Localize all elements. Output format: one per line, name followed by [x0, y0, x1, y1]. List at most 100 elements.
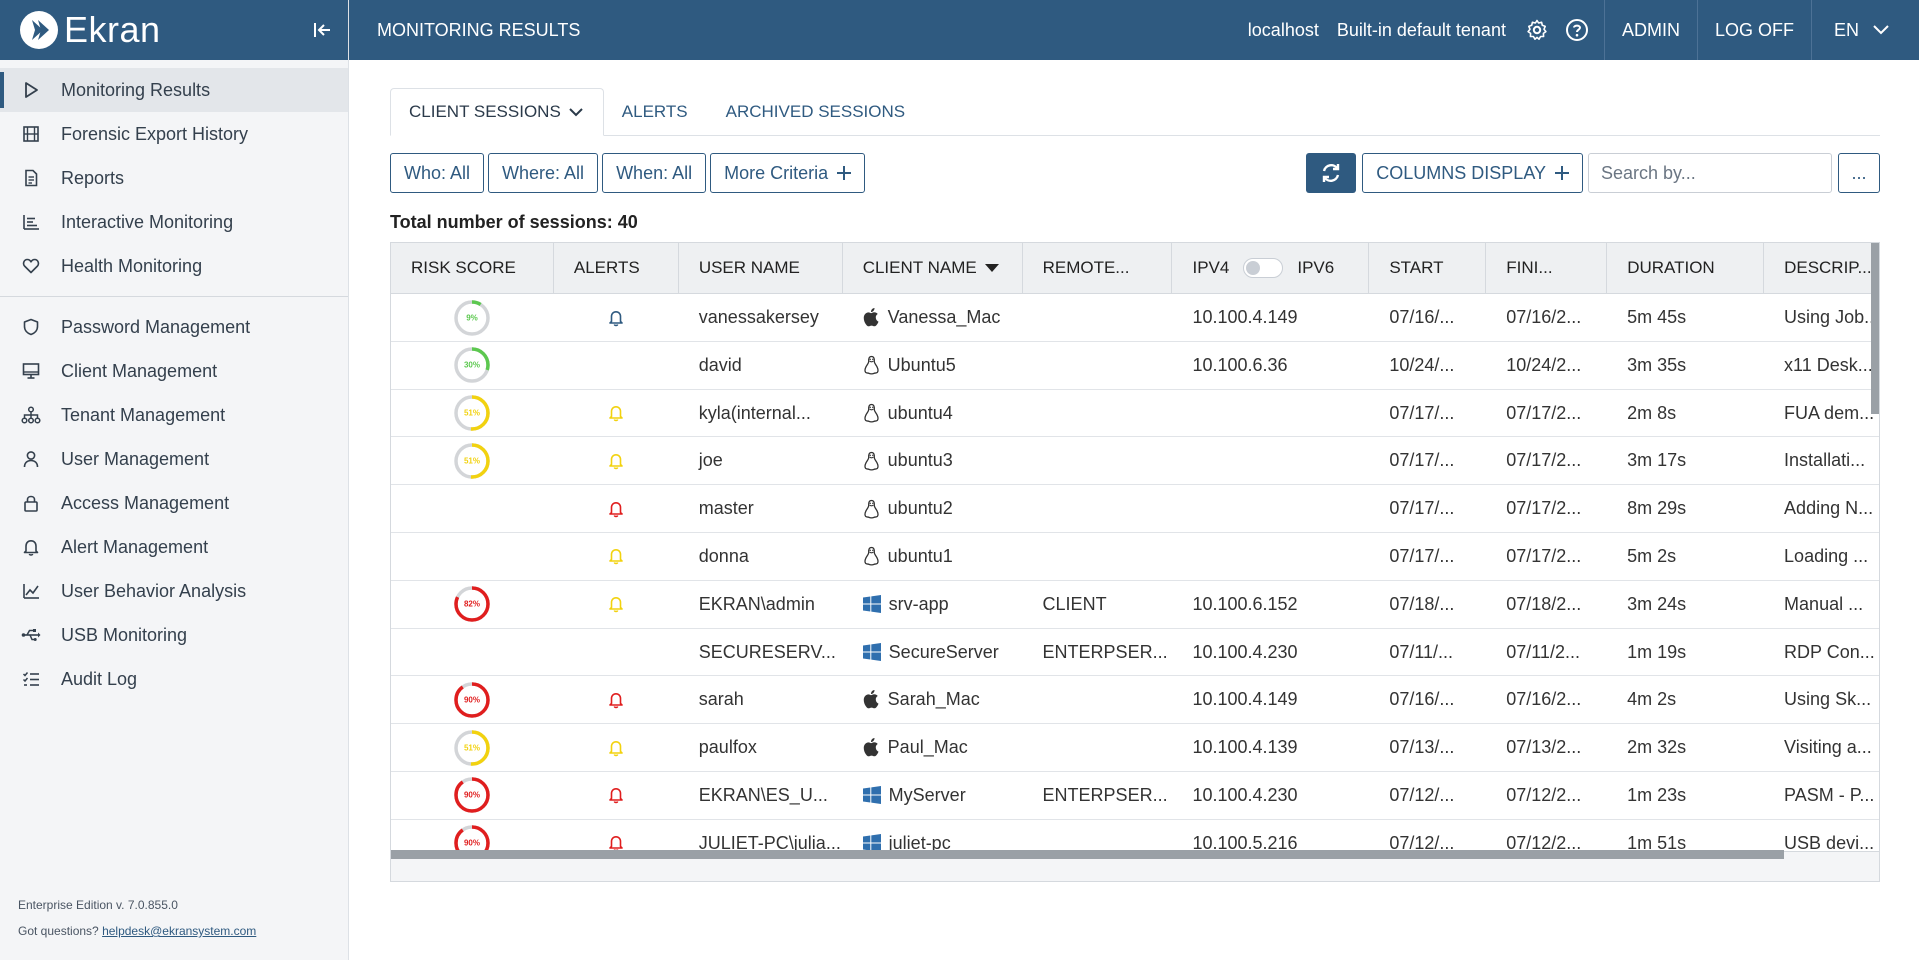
refresh-button[interactable]	[1306, 153, 1357, 193]
when-filter-button[interactable]: When: All	[602, 153, 707, 193]
sidebar-item-client-management[interactable]: Client Management	[0, 349, 348, 393]
remote-cell	[1023, 437, 1173, 484]
sidebar-item-interactive-monitoring[interactable]: Interactive Monitoring	[0, 200, 348, 244]
bell-icon[interactable]	[608, 691, 624, 709]
usb-icon	[20, 624, 42, 646]
col-user-name[interactable]: USER NAME	[679, 243, 843, 293]
table-row[interactable]: donna ubuntu1 07/17/... 07/17/2... 5m 2s Load…	[391, 532, 1879, 581]
risk-score-gauge: 90%	[453, 776, 491, 814]
bell-icon[interactable]	[608, 786, 624, 804]
bell-icon[interactable]	[608, 404, 624, 422]
ip-version-toggle[interactable]	[1243, 258, 1284, 278]
sidebar-item-label: Client Management	[61, 360, 218, 381]
table-row[interactable]: 51% kyla(internal... ubuntu4 07/17/... 07/1…	[391, 389, 1879, 438]
bell-icon[interactable]	[608, 739, 624, 757]
finish-cell: 07/12/2...	[1506, 784, 1582, 805]
duration-cell: 1m 23s	[1627, 784, 1687, 805]
table-row[interactable]: 51% joe ubuntu3 07/17/... 07/17/2... 3m 17s I…	[391, 437, 1879, 486]
table-row[interactable]: 51% paulfox Paul_Mac 10.100.4.139 07/13/...…	[391, 724, 1879, 772]
client-name-cell: MyServer	[843, 772, 1023, 819]
who-filter-button[interactable]: Who: All	[390, 153, 485, 193]
user-name-cell: master	[698, 498, 754, 519]
col-start[interactable]: START	[1369, 243, 1487, 293]
table-row[interactable]: master ubuntu2 07/17/... 07/17/2... 8m 29s Ad…	[391, 485, 1879, 533]
sidebar-item-label: Tenant Management	[61, 404, 226, 425]
helpdesk-email-link[interactable]: helpdesk@ekransystem.com	[102, 924, 257, 938]
sidebar-item-access-management[interactable]: Access Management	[0, 481, 348, 525]
ipv4-label: IPV4	[1192, 258, 1230, 277]
bell-icon[interactable]	[608, 500, 624, 518]
bell-icon[interactable]	[608, 595, 624, 613]
more-actions-button[interactable]: ...	[1838, 153, 1880, 193]
sidebar-item-monitoring-results[interactable]: Monitoring Results	[0, 68, 348, 112]
grid-body: 9% vanessakersey Vanessa_Mac 10.100.4.149 0…	[391, 294, 1879, 868]
log-off-button[interactable]: LOG OFF	[1714, 19, 1794, 40]
table-row[interactable]: 9% vanessakersey Vanessa_Mac 10.100.4.149 0…	[391, 294, 1879, 342]
sidebar-item-user-management[interactable]: User Management	[0, 437, 348, 481]
tab-client-sessions[interactable]: CLIENT SESSIONS	[390, 88, 604, 136]
client-name-text: Ubuntu5	[887, 354, 956, 375]
ekran-logo-icon	[20, 11, 58, 49]
collapse-sidebar-icon[interactable]	[310, 18, 334, 42]
remote-cell	[1023, 533, 1173, 580]
finish-cell: 07/16/2...	[1506, 307, 1582, 327]
start-cell: 07/12/...	[1389, 784, 1455, 805]
gear-icon[interactable]	[1524, 17, 1550, 43]
user-name-cell: donna	[698, 545, 749, 566]
table-row[interactable]: 30% david Ubuntu5 10.100.6.36 10/24/... 10/2…	[391, 341, 1879, 390]
bell-icon[interactable]	[608, 547, 624, 565]
sidebar-item-forensic-export-history[interactable]: Forensic Export History	[0, 112, 348, 156]
table-row[interactable]: 82% EKRAN\admin srv-app CLIENT 10.100.6.152…	[391, 580, 1879, 629]
sidebar-item-audit-log[interactable]: Audit Log	[0, 657, 348, 701]
col-risk-score[interactable]: RISK SCORE	[391, 243, 554, 293]
col-finish[interactable]: FINI...	[1486, 243, 1608, 293]
where-filter-button[interactable]: Where: All	[488, 153, 599, 193]
more-criteria-button[interactable]: More Criteria	[710, 153, 866, 193]
ip-cell: 10.100.4.230	[1192, 784, 1298, 805]
alerts-cell	[554, 294, 679, 341]
sidebar-item-user-behavior-analysis[interactable]: User Behavior Analysis	[0, 569, 348, 613]
table-row[interactable]: SECURESERV... SecureServer ENTERPSER... 10.…	[391, 628, 1879, 677]
table-row[interactable]: 90% EKRAN\ES_U... MyServer ENTERPSER... 10.…	[391, 771, 1879, 820]
sidebar-item-label: User Management	[61, 448, 210, 469]
start-cell: 10/24/...	[1389, 354, 1455, 375]
vertical-scrollbar[interactable]	[1871, 243, 1879, 414]
risk-score-gauge: 51%	[453, 442, 491, 480]
remote-cell: CLIENT	[1042, 593, 1107, 614]
duration-cell: 2m 32s	[1627, 737, 1687, 758]
tab-alerts[interactable]: ALERTS	[621, 101, 688, 121]
col-remote[interactable]: REMOTE...	[1023, 243, 1173, 293]
bell-icon	[20, 536, 42, 558]
svg-text:51%: 51%	[464, 409, 480, 418]
search-input[interactable]	[1601, 162, 1833, 184]
sidebar-item-password-management[interactable]: Password Management	[0, 305, 348, 349]
col-description[interactable]: DESCRIP...	[1784, 258, 1872, 277]
col-alerts[interactable]: ALERTS	[554, 243, 679, 293]
sidebar-item-tenant-management[interactable]: Tenant Management	[0, 393, 348, 437]
admin-button[interactable]: ADMIN	[1621, 19, 1680, 40]
finish-cell: 07/17/2...	[1506, 498, 1582, 519]
help-icon[interactable]	[1564, 17, 1590, 43]
checklist-icon	[20, 668, 42, 690]
tenant-name[interactable]: Built-in default tenant	[1336, 19, 1506, 40]
sidebar-item-usb-monitoring[interactable]: USB Monitoring	[0, 613, 348, 657]
bell-icon[interactable]	[608, 309, 624, 327]
sidebar-item-reports[interactable]: Reports	[0, 156, 348, 200]
finish-cell: 07/17/2...	[1506, 545, 1582, 566]
start-cell: 07/11/...	[1389, 641, 1454, 662]
horizontal-scrollbar[interactable]	[391, 850, 1784, 859]
lock-icon	[20, 492, 42, 514]
col-ip[interactable]: IPV4 IPV6	[1172, 243, 1370, 293]
tab-archived-sessions[interactable]: ARCHIVED SESSIONS	[725, 101, 906, 121]
sidebar-item-health-monitoring[interactable]: Health Monitoring	[0, 244, 348, 288]
language-select[interactable]: EN	[1812, 0, 1919, 60]
risk-score-cell: 90%	[391, 772, 554, 819]
col-client-name[interactable]: CLIENT NAME	[843, 243, 1023, 293]
col-duration[interactable]: DURATION	[1607, 243, 1765, 293]
client-name-text: juliet-pc	[888, 832, 951, 853]
table-row[interactable]: 90% sarah Sarah_Mac 10.100.4.149 07/16/... 0…	[391, 676, 1879, 725]
sidebar-item-alert-management[interactable]: Alert Management	[0, 525, 348, 569]
bell-icon[interactable]	[608, 452, 624, 470]
risk-score-cell	[391, 485, 554, 532]
columns-display-button[interactable]: COLUMNS DISPLAY	[1362, 153, 1583, 193]
